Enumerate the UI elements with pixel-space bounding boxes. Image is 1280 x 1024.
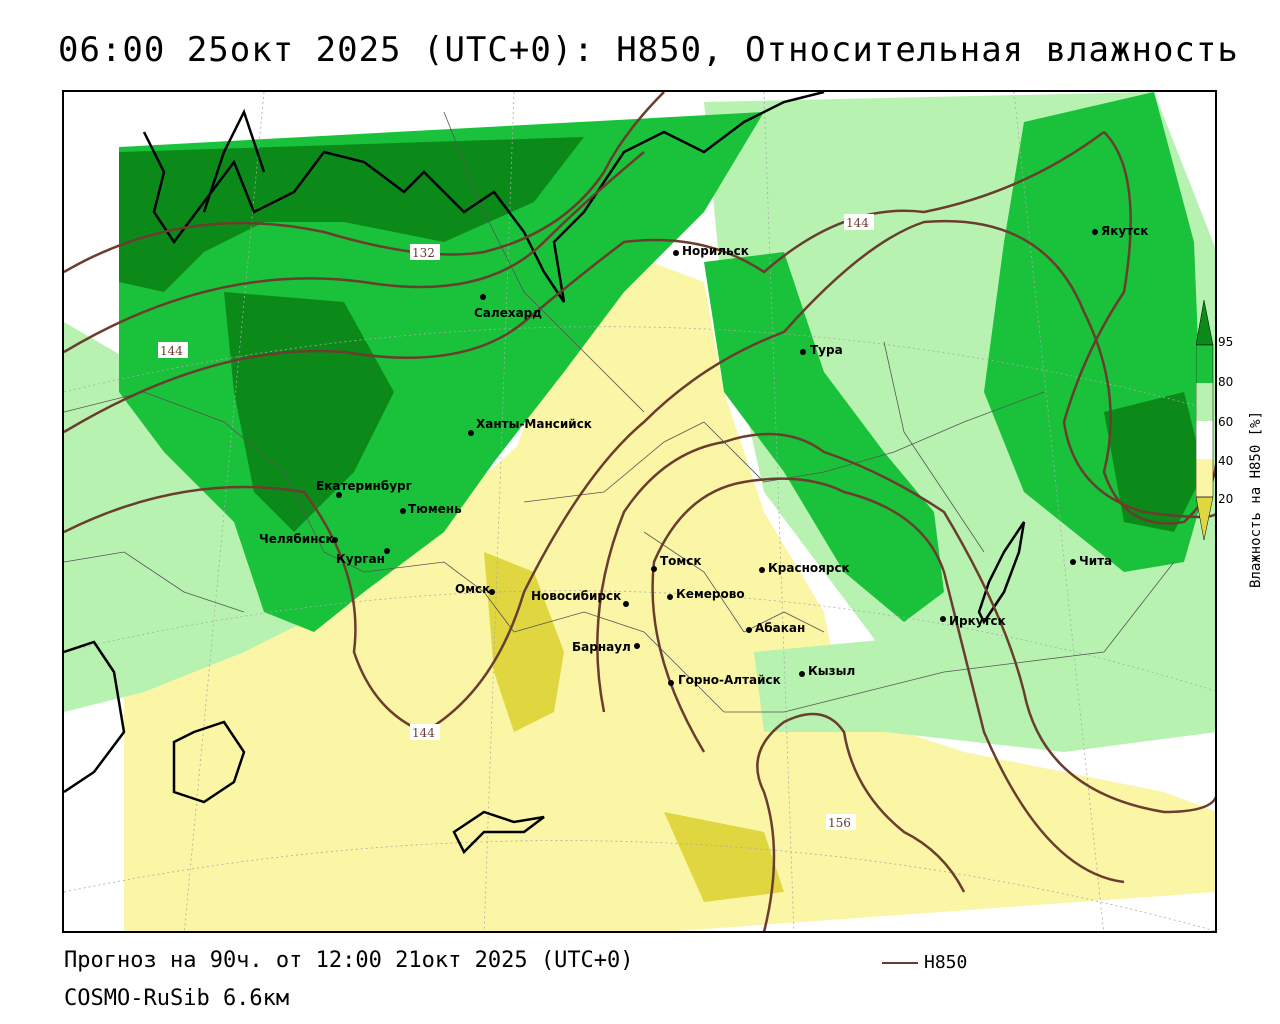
city-gorno-altaysk: Горно-Алтайск [668, 673, 781, 687]
city-novosibirsk: Новосибирск [531, 589, 629, 607]
moist-area-light-south [754, 632, 1215, 752]
colorbar-title: Влажность на H850 [%] [1248, 410, 1264, 588]
contour-label: 144 [412, 726, 435, 740]
moist-area-dark-east [1104, 392, 1204, 532]
city-khanty-mansiysk: Ханты-Мансийск [468, 417, 592, 436]
city-salekhard: Салехард [474, 294, 542, 320]
city-label: Курган [336, 552, 385, 566]
city-irkutsk: Иркутск [940, 614, 1006, 628]
city-norilsk: Норильск [673, 244, 749, 258]
city-label: Кемерово [676, 587, 745, 601]
city-yekaterinburg: Екатеринбург [316, 479, 412, 498]
city-kurgan: Курган [336, 548, 390, 566]
contour-legend-swatch [882, 961, 918, 964]
city-abakan: Абакан [746, 621, 805, 635]
contour-label: 156 [828, 816, 851, 830]
colorbar-tick: 60 [1218, 415, 1234, 429]
h850-contours [64, 92, 1215, 931]
moist-area-dark-north [119, 137, 584, 292]
colorbar-tick: 95 [1218, 335, 1234, 349]
admin-borders [64, 111, 1175, 713]
contour-legend: H850 [882, 952, 967, 973]
dry-area-dark [484, 552, 564, 732]
city-label: Красноярск [768, 561, 850, 575]
dry-area-dark-3 [664, 812, 784, 902]
city-label: Ханты-Мансийск [476, 417, 592, 431]
city-chita: Чита [1070, 554, 1112, 568]
city-label: Тюмень [408, 502, 462, 516]
moist-area-green-mid [704, 252, 944, 622]
contour-labels: 132 144 144 144 156 [158, 214, 874, 830]
city-label: Иркутск [949, 614, 1006, 628]
city-yakutsk: Якутск [1092, 224, 1148, 238]
city-label: Горно-Алтайск [678, 673, 781, 687]
city-krasnoyarsk: Красноярск [759, 561, 850, 575]
city-label: Кызыл [808, 664, 855, 678]
contour-legend-label: H850 [924, 952, 968, 973]
city-kemerovo: Кемерово [667, 587, 745, 601]
colorbar-tick: 20 [1218, 492, 1234, 506]
colorbar-tick: 40 [1218, 454, 1234, 468]
map-title: 06:00 25окт 2025 (UTC+0): H850, Относите… [58, 30, 1239, 70]
city-label: Норильск [682, 244, 749, 258]
contour-label: 144 [160, 344, 183, 358]
humidity-colorbar [1196, 300, 1214, 541]
cities: Якутск Норильск Салехард Тура Ханты-Манс… [259, 224, 1148, 687]
city-label: Салехард [474, 306, 542, 320]
lake-baikal [977, 521, 1026, 625]
humidity-fields [64, 92, 1215, 931]
city-label: Чита [1079, 554, 1112, 568]
graticule [64, 92, 1215, 931]
colorbar-tick: 80 [1218, 375, 1234, 389]
model-name: COSMO-RuSib 6.6км [64, 986, 290, 1011]
city-label: Барнаул [572, 640, 631, 654]
coastlines [64, 92, 1026, 855]
city-label: Челябинск [259, 532, 334, 546]
city-tyumen: Тюмень [400, 502, 462, 516]
city-label: Якутск [1101, 224, 1148, 238]
city-label: Томск [660, 554, 702, 568]
city-tura: Тура [800, 343, 843, 357]
lake-balkhash [452, 810, 545, 855]
caspian-coast [172, 720, 246, 804]
city-label: Тура [810, 343, 843, 357]
city-kyzyl: Кызыл [799, 664, 855, 678]
city-label: Абакан [755, 621, 805, 635]
city-omsk: Омск [455, 582, 495, 596]
city-tomsk: Томск [651, 554, 702, 572]
map-frame: 132 144 144 144 156 Якутск Норильск Сале… [62, 90, 1217, 933]
contour-label: 144 [846, 216, 869, 230]
city-chelyabinsk: Челябинск [259, 532, 338, 546]
humidity-map: 132 144 144 144 156 Якутск Норильск Сале… [64, 92, 1215, 931]
city-label: Екатеринбург [316, 479, 412, 493]
city-barnaul: Барнаул [572, 640, 640, 654]
city-label: Омск [455, 582, 490, 596]
city-label: Новосибирск [531, 589, 621, 603]
forecast-info: Прогноз на 90ч. от 12:00 21окт 2025 (UTC… [64, 948, 634, 973]
contour-label: 132 [412, 246, 435, 260]
